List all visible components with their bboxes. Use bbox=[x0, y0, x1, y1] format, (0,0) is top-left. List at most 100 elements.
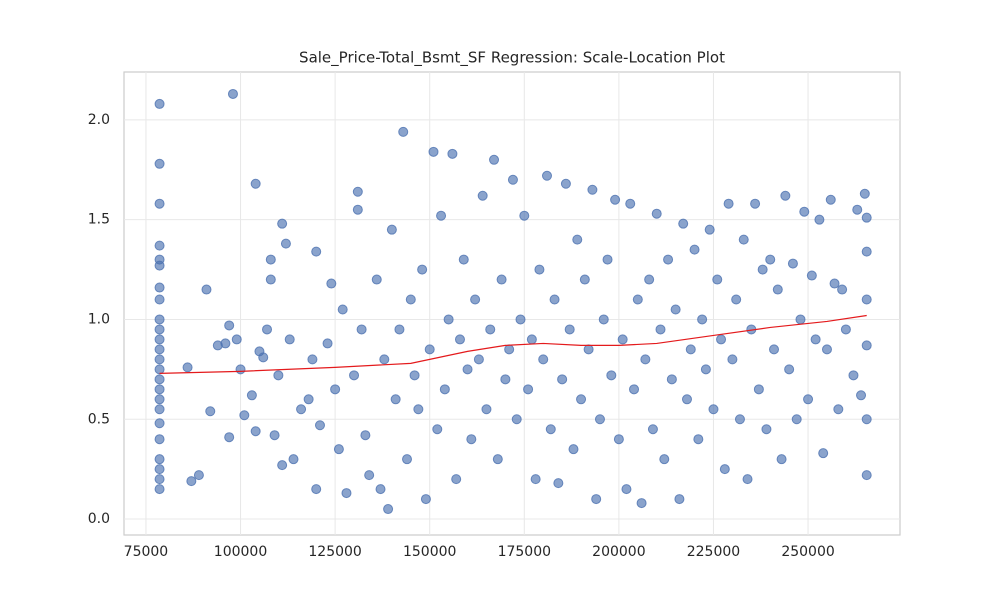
point bbox=[265, 254, 276, 265]
point bbox=[341, 488, 352, 499]
point bbox=[859, 188, 870, 199]
point bbox=[515, 314, 526, 325]
point bbox=[288, 454, 299, 465]
point bbox=[296, 404, 307, 415]
point bbox=[311, 484, 322, 495]
point bbox=[663, 254, 674, 265]
point bbox=[303, 394, 314, 405]
point bbox=[246, 390, 257, 401]
point bbox=[154, 158, 165, 169]
point bbox=[352, 204, 363, 215]
point bbox=[224, 432, 235, 443]
x-tick-label: 250000 bbox=[781, 544, 834, 560]
point bbox=[154, 484, 165, 495]
point bbox=[154, 282, 165, 293]
point bbox=[239, 410, 250, 421]
point bbox=[470, 294, 481, 305]
point bbox=[848, 370, 859, 381]
point bbox=[454, 334, 465, 345]
point bbox=[154, 374, 165, 385]
x-tick-label: 100000 bbox=[214, 544, 267, 560]
point bbox=[799, 206, 810, 217]
point bbox=[154, 394, 165, 405]
point bbox=[398, 126, 409, 137]
point bbox=[861, 470, 872, 481]
point bbox=[417, 264, 428, 275]
point bbox=[803, 394, 814, 405]
point bbox=[360, 430, 371, 441]
point bbox=[861, 212, 872, 223]
point bbox=[154, 344, 165, 355]
point bbox=[466, 434, 477, 445]
point bbox=[564, 324, 575, 335]
point bbox=[504, 344, 515, 355]
point bbox=[413, 404, 424, 415]
point bbox=[511, 414, 522, 425]
point bbox=[602, 254, 613, 265]
point bbox=[810, 334, 821, 345]
point bbox=[541, 170, 552, 181]
point bbox=[224, 320, 235, 331]
point bbox=[383, 504, 394, 515]
point bbox=[356, 324, 367, 335]
point bbox=[708, 404, 719, 415]
point bbox=[330, 384, 341, 395]
point bbox=[432, 424, 443, 435]
point bbox=[776, 454, 787, 465]
point bbox=[814, 214, 825, 225]
y-tick-label: 1.0 bbox=[88, 311, 110, 327]
point bbox=[723, 198, 734, 209]
point bbox=[700, 364, 711, 375]
point bbox=[443, 314, 454, 325]
point bbox=[154, 404, 165, 415]
point bbox=[697, 314, 708, 325]
point bbox=[750, 198, 761, 209]
chart-title: Sale_Price-Total_Bsmt_SF Regression: Sca… bbox=[299, 49, 725, 68]
point bbox=[307, 354, 318, 365]
point bbox=[795, 314, 806, 325]
point bbox=[519, 210, 530, 221]
point bbox=[655, 324, 666, 335]
point bbox=[314, 420, 325, 431]
point bbox=[861, 414, 872, 425]
point bbox=[250, 426, 261, 437]
x-tick-label: 150000 bbox=[403, 544, 456, 560]
point bbox=[235, 364, 246, 375]
point bbox=[560, 178, 571, 189]
point bbox=[186, 476, 197, 487]
point bbox=[477, 190, 488, 201]
point bbox=[193, 470, 204, 481]
point bbox=[154, 418, 165, 429]
point bbox=[227, 88, 238, 99]
point bbox=[154, 98, 165, 109]
point bbox=[840, 324, 851, 335]
point bbox=[579, 274, 590, 285]
point bbox=[428, 146, 439, 157]
point bbox=[769, 344, 780, 355]
point bbox=[447, 148, 458, 159]
point bbox=[681, 394, 692, 405]
point bbox=[265, 274, 276, 285]
point bbox=[458, 254, 469, 265]
point bbox=[322, 338, 333, 349]
point bbox=[220, 338, 231, 349]
point bbox=[280, 238, 291, 249]
point bbox=[806, 270, 817, 281]
point bbox=[791, 414, 802, 425]
point bbox=[394, 324, 405, 335]
point bbox=[545, 424, 556, 435]
point bbox=[553, 478, 564, 489]
y-tick-label: 2.0 bbox=[88, 112, 110, 128]
point bbox=[549, 294, 560, 305]
point bbox=[734, 414, 745, 425]
point bbox=[154, 240, 165, 251]
point bbox=[436, 210, 447, 221]
point bbox=[742, 474, 753, 485]
point bbox=[606, 370, 617, 381]
point bbox=[731, 294, 742, 305]
point bbox=[598, 314, 609, 325]
point bbox=[311, 246, 322, 257]
point bbox=[818, 448, 829, 459]
point bbox=[825, 194, 836, 205]
